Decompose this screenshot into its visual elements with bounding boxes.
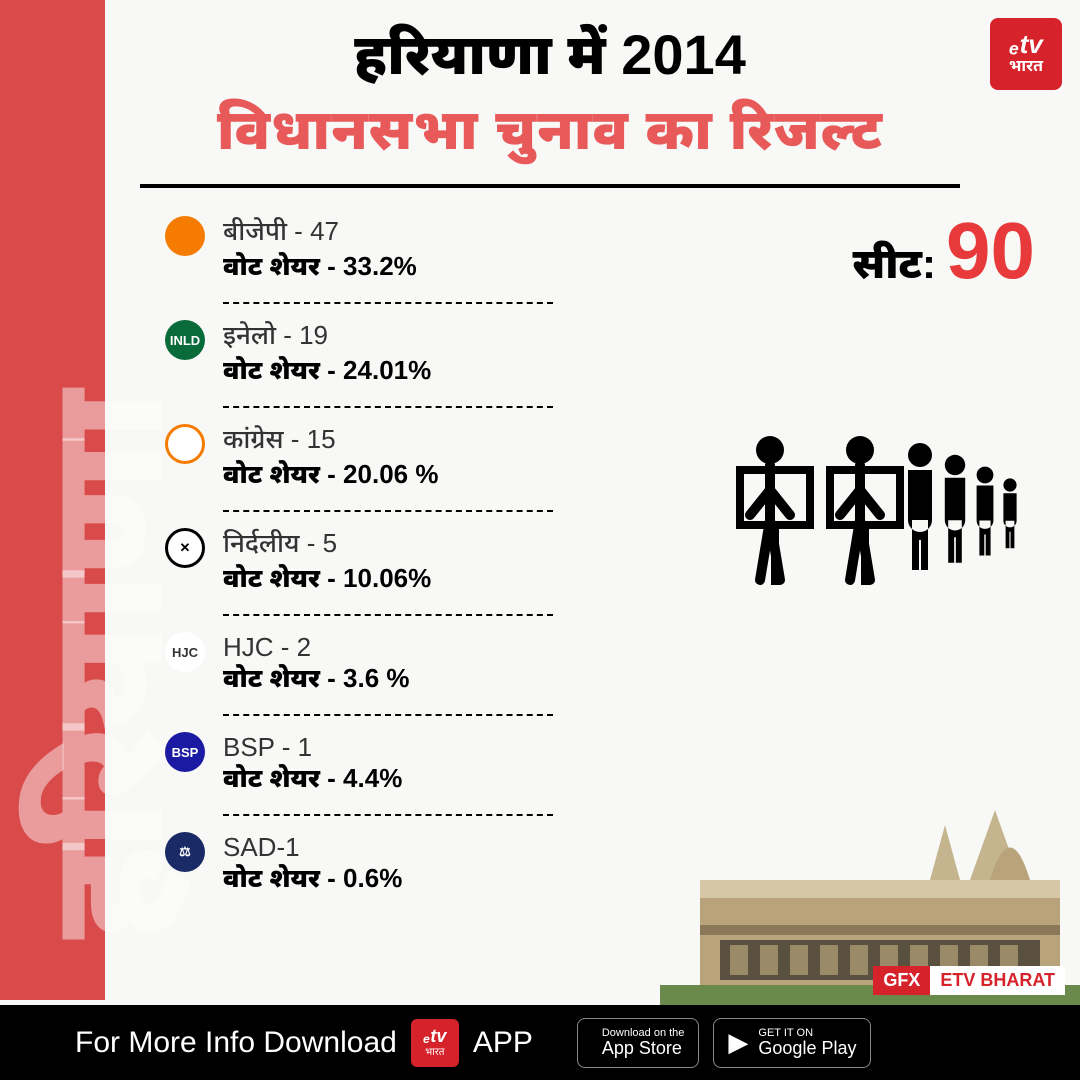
party-icon: ⚖ bbox=[165, 832, 205, 872]
footer-app-label: APP bbox=[473, 1026, 533, 1060]
party-name: कांग्रेस - 15 bbox=[223, 424, 438, 459]
party-name: निर्दलीय - 5 bbox=[223, 528, 431, 563]
seat-value: 90 bbox=[946, 205, 1035, 297]
separator bbox=[223, 814, 553, 816]
voting-illustration bbox=[730, 420, 1030, 590]
party-vote-share: वोट शेयर - 10.06% bbox=[223, 563, 431, 598]
party-vote-share: वोट शेयर - 0.6% bbox=[223, 863, 402, 898]
party-vote-share: वोट शेयर - 20.06 % bbox=[223, 459, 438, 494]
title-line2: विधानसभा चुनाव का रिजल्ट bbox=[140, 97, 960, 172]
party-name: इनेलो - 19 bbox=[223, 320, 431, 355]
party-vote-share: वोट शेयर - 24.01% bbox=[223, 355, 431, 390]
title-block: हरियाणा में 2014 विधानसभा चुनाव का रिजल्… bbox=[140, 22, 960, 188]
party-vote-share: वोट शेयर - 3.6 % bbox=[223, 663, 410, 698]
party-row: बीजेपी - 47वोट शेयर - 33.2% bbox=[165, 210, 605, 292]
party-row: ⚖ SAD-1वोट शेयर - 0.6% bbox=[165, 826, 605, 904]
party-list: बीजेपी - 47वोट शेयर - 33.2% INLD इनेलो - 1… bbox=[165, 210, 605, 904]
footer-bar: For More Info Download ₑtv भारत APP Down… bbox=[0, 1005, 1080, 1080]
logo-bottom-text: भारत bbox=[1009, 57, 1043, 78]
footer-logo: ₑtv भारत bbox=[411, 1019, 459, 1067]
party-row: HJC HJC - 2वोट शेयर - 3.6 % bbox=[165, 626, 605, 704]
party-icon: ✕ bbox=[165, 528, 205, 568]
seat-label: सीट: bbox=[853, 240, 936, 296]
footer-text: For More Info Download bbox=[75, 1026, 397, 1060]
party-icon: BSP bbox=[165, 732, 205, 772]
separator bbox=[223, 302, 553, 304]
party-name: HJC - 2 bbox=[223, 632, 410, 663]
separator bbox=[223, 510, 553, 512]
seat-count-block: सीट: 90 bbox=[853, 205, 1035, 297]
party-row: BSP BSP - 1वोट शेयर - 4.4% bbox=[165, 726, 605, 804]
party-name: BSP - 1 bbox=[223, 732, 402, 763]
gfx-credit: GFX ETV BHARAT bbox=[873, 966, 1065, 995]
party-name: बीजेपी - 47 bbox=[223, 216, 417, 251]
appstore-badge[interactable]: Download on the App Store bbox=[577, 1018, 700, 1068]
party-row: ✕ निर्दलीय - 5वोट शेयर - 10.06% bbox=[165, 522, 605, 604]
gfx-left: GFX bbox=[873, 966, 930, 995]
sidebar-strip: हरियाणा bbox=[0, 0, 105, 1000]
separator bbox=[223, 614, 553, 616]
party-row: INLD इनेलो - 19वोट शेयर - 24.01% bbox=[165, 314, 605, 396]
separator bbox=[223, 406, 553, 408]
party-vote-share: वोट शेयर - 33.2% bbox=[223, 251, 417, 286]
play-icon: ▶ bbox=[728, 1027, 748, 1058]
party-icon bbox=[165, 216, 205, 256]
title-divider bbox=[140, 184, 960, 188]
title-line1: हरियाणा में 2014 bbox=[140, 22, 960, 97]
gfx-right: ETV BHARAT bbox=[930, 966, 1065, 995]
party-vote-share: वोट शेयर - 4.4% bbox=[223, 763, 402, 798]
playstore-badge[interactable]: ▶ GET IT ON Google Play bbox=[713, 1018, 871, 1068]
logo-top-text: ₑtv bbox=[1009, 31, 1042, 57]
party-name: SAD-1 bbox=[223, 832, 402, 863]
etv-logo: ₑtv भारत bbox=[990, 18, 1062, 90]
separator bbox=[223, 714, 553, 716]
party-icon: INLD bbox=[165, 320, 205, 360]
party-icon: HJC bbox=[165, 632, 205, 672]
party-icon bbox=[165, 424, 205, 464]
party-row: कांग्रेस - 15वोट शेयर - 20.06 % bbox=[165, 418, 605, 500]
